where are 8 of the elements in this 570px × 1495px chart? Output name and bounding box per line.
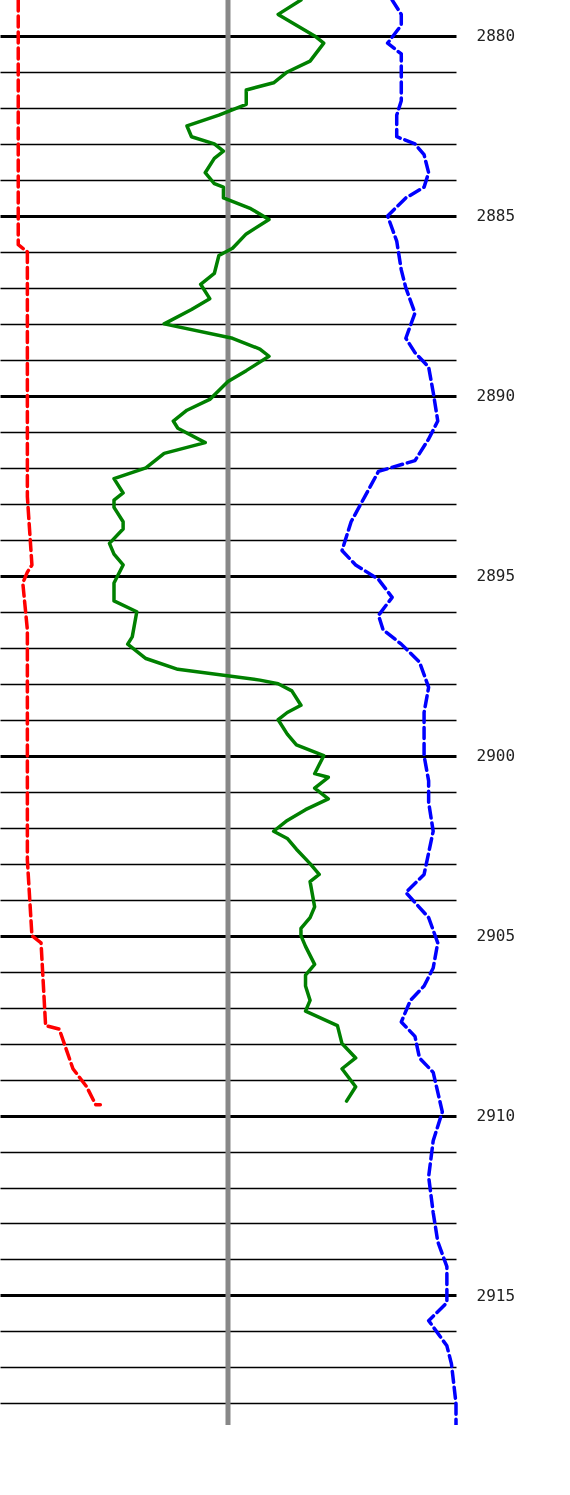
y-tick-label: 2900 bbox=[476, 746, 516, 766]
y-tick-label: 2915 bbox=[476, 1285, 516, 1305]
y-tick-label: 2910 bbox=[476, 1106, 516, 1126]
y-tick-label: 2905 bbox=[476, 926, 516, 946]
y-tick-label: 2895 bbox=[476, 566, 516, 586]
y-tick-label: 2885 bbox=[476, 206, 516, 226]
y-tick-label: 2880 bbox=[476, 26, 516, 46]
y-tick-label: 2890 bbox=[476, 386, 516, 406]
